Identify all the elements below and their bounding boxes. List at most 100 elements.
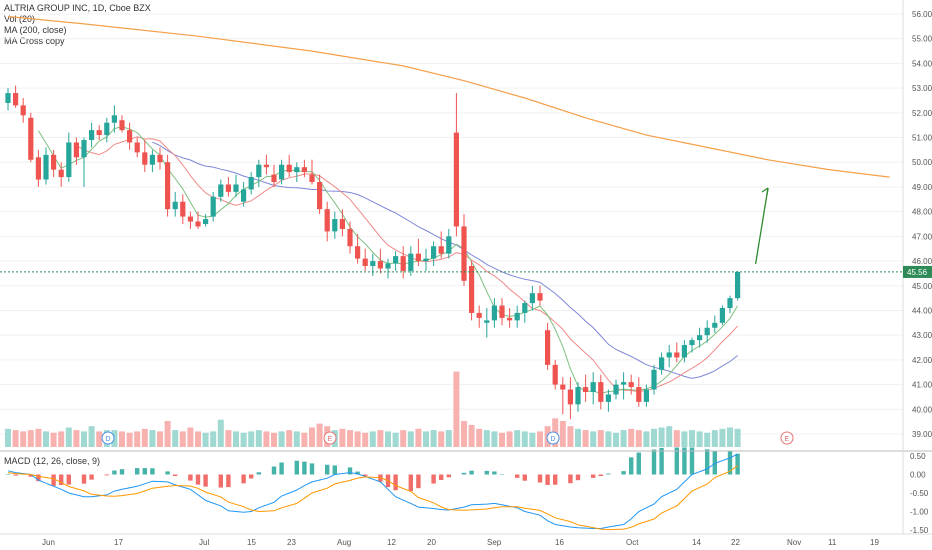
candle-body	[469, 266, 475, 313]
candle-body	[195, 221, 201, 227]
candle-body	[735, 271, 741, 299]
volume-bar	[43, 431, 49, 447]
macd-histogram-bar	[59, 474, 64, 485]
volume-bar	[233, 431, 239, 447]
volume-bar	[157, 431, 163, 447]
volume-bar	[445, 430, 452, 447]
candle-body	[446, 236, 452, 254]
volume-bar	[521, 431, 528, 447]
candle-body	[362, 258, 368, 266]
candle-body	[719, 308, 725, 323]
candle-body	[149, 154, 155, 165]
volume-bar	[597, 430, 604, 447]
volume-bar	[210, 431, 217, 447]
chart-legend: ALTRIA GROUP INC, 1D, Cboe BZX Vol (20) …	[4, 3, 151, 47]
candle-body	[142, 152, 148, 165]
volume-bar	[5, 428, 11, 447]
volume-bar	[643, 431, 650, 447]
volume-bar	[468, 424, 475, 447]
volume-bar	[316, 423, 323, 447]
candle-body	[294, 167, 300, 173]
date-tick-label: 11	[828, 538, 837, 547]
price-tick-label: 49.00	[912, 183, 932, 192]
candle-body	[537, 293, 543, 301]
legend-ma-cross: MA Cross copy	[4, 36, 65, 46]
macd-histogram-bar	[636, 452, 641, 475]
ma200-line	[7, 15, 890, 178]
candle-body	[157, 154, 163, 163]
macd-histogram-bar	[256, 472, 261, 475]
macd-histogram-bar	[347, 467, 353, 475]
price-tick-label: 42.00	[912, 356, 932, 365]
volume-bar	[620, 430, 627, 447]
price-tick-label: 47.00	[912, 232, 932, 241]
date-tick-label: Jun	[42, 538, 55, 547]
last-price-tag	[903, 265, 932, 278]
volume-bar	[27, 430, 34, 447]
macd-histogram-bar	[522, 474, 527, 481]
macd-histogram-bar	[355, 471, 360, 475]
volume-bar	[727, 427, 733, 447]
volume-bar	[537, 431, 543, 447]
candle-body	[659, 357, 665, 370]
candle-body	[438, 246, 444, 254]
date-tick-label: 14	[692, 538, 701, 547]
candle-body	[461, 226, 467, 281]
candle-body	[400, 256, 406, 271]
candle-body	[507, 317, 513, 321]
macd-histogram-bar	[81, 474, 87, 484]
candle-body	[172, 201, 178, 210]
volume-bar	[141, 428, 148, 447]
macd-histogram-bar	[689, 447, 695, 475]
volume-bar	[453, 371, 460, 447]
event-marker	[101, 431, 115, 445]
candle-body	[727, 298, 733, 308]
volume-bar	[696, 431, 703, 447]
date-tick-label: 23	[287, 538, 296, 547]
macd-tick-label: -0.50	[910, 489, 929, 498]
price-tick-label: 52.00	[912, 109, 932, 118]
macd-histogram-bar	[712, 450, 717, 475]
date-tick-label: 12	[387, 538, 396, 547]
event-marker	[780, 431, 794, 445]
macd-histogram-bar	[598, 474, 603, 477]
signal-line	[7, 465, 738, 531]
volume-bar	[347, 430, 353, 447]
macd-histogram-bar	[241, 474, 246, 484]
macd-tick-label: -1.00	[910, 508, 929, 517]
candle-body	[332, 219, 338, 232]
volume-bar	[225, 430, 232, 447]
macd-histogram-bar	[5, 474, 11, 475]
macd-histogram-bar	[439, 474, 444, 481]
date-tick-label: 16	[555, 538, 564, 547]
price-tick-label: 54.00	[912, 59, 932, 68]
macd-histogram-bar	[651, 449, 657, 475]
volume-bar	[369, 431, 376, 447]
candle-body	[514, 312, 520, 321]
macd-histogram-bar	[142, 468, 147, 475]
candle-body	[605, 394, 611, 402]
volume-bar	[164, 421, 171, 447]
macd-histogram-bar	[309, 463, 315, 475]
candle-body	[203, 219, 209, 224]
volume-bar	[514, 430, 521, 447]
candle-body	[613, 384, 619, 395]
macd-histogram-bar	[13, 474, 18, 476]
candle-body	[218, 184, 224, 197]
macd-histogram-bar	[119, 469, 125, 475]
candle-body	[522, 303, 528, 313]
date-tick-label: 17	[114, 538, 123, 547]
volume-bar	[711, 430, 718, 447]
volume-bar	[20, 431, 27, 447]
candle-body	[628, 382, 634, 388]
annotations: 45.56 D E D E	[0, 187, 932, 445]
macd-histogram-bar	[537, 474, 543, 483]
volume-bar	[491, 431, 498, 447]
volume-bar	[635, 430, 642, 447]
volume-bar	[559, 421, 566, 447]
ma-red-line	[76, 136, 738, 393]
volume-bar	[126, 432, 133, 447]
event-marker-label: D	[551, 436, 556, 443]
event-marker-label: E	[328, 436, 333, 443]
